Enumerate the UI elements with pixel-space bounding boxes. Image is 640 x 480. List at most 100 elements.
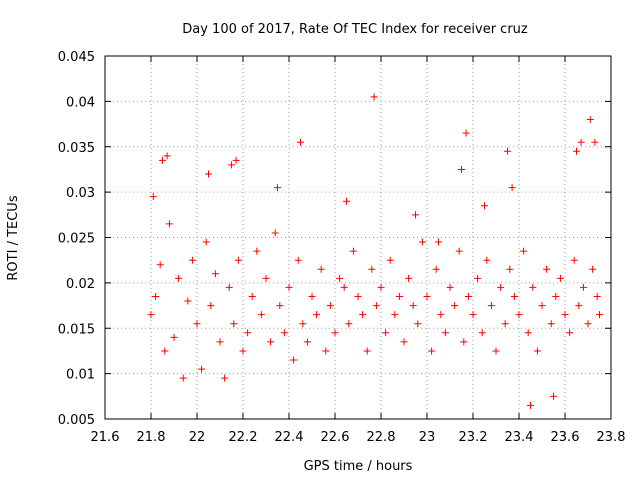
data-point [418, 238, 426, 246]
data-point [492, 347, 500, 355]
x-tick-label: 23 [419, 430, 436, 445]
data-point [276, 302, 284, 310]
data-point [441, 329, 449, 337]
data-point [253, 247, 261, 255]
data-point [207, 302, 215, 310]
data-point [290, 356, 298, 364]
data-point [510, 292, 518, 300]
data-point [483, 256, 491, 264]
y-tick-label: 0.04 [66, 95, 95, 110]
data-point [184, 297, 192, 305]
data-point [179, 374, 187, 382]
x-tick-label: 22.8 [367, 430, 396, 445]
data-point [248, 292, 256, 300]
data-point [455, 247, 463, 255]
data-point [437, 311, 445, 319]
data-point [322, 347, 330, 355]
data-point [198, 365, 206, 373]
data-point [377, 283, 385, 291]
data-point [432, 265, 440, 273]
data-point [294, 256, 302, 264]
data-point [529, 283, 537, 291]
data-point [368, 265, 376, 273]
data-point [221, 374, 229, 382]
data-point [152, 292, 160, 300]
data-point [460, 338, 468, 346]
y-tick-label: 0.035 [58, 141, 95, 156]
data-point [524, 329, 532, 337]
data-point [481, 202, 488, 210]
data-point [508, 184, 516, 192]
data-point [188, 256, 196, 264]
x-axis-label: GPS time / hours [304, 459, 413, 474]
data-point [161, 347, 169, 355]
data-point [487, 302, 495, 310]
data-point [533, 347, 541, 355]
data-point [363, 347, 371, 355]
data-point [372, 302, 380, 310]
data-point [230, 320, 238, 328]
data-point [478, 329, 486, 337]
data-point [205, 170, 212, 178]
data-point [497, 283, 505, 291]
data-point [556, 274, 564, 282]
data-point [501, 320, 509, 328]
axis-ticks: 21.6 21.8 22 22.2 22.4 22.6 22.8 23 23.2 23.4 23.6… [58, 50, 626, 445]
data-point [423, 292, 431, 300]
data-point [550, 392, 557, 400]
data-point [435, 238, 442, 246]
data-point [271, 229, 279, 237]
data-point [547, 320, 555, 328]
data-point [359, 311, 367, 319]
data-point [570, 256, 578, 264]
data-point [354, 292, 362, 300]
data-point [280, 329, 288, 337]
data-point [159, 156, 166, 164]
data-point [382, 329, 390, 337]
x-tick-label: 22.4 [275, 430, 304, 445]
data-point [232, 156, 240, 164]
x-tick-label: 21.6 [91, 430, 120, 445]
y-tick-label: 0.02 [66, 277, 95, 292]
data-point [474, 274, 482, 282]
data-point [395, 292, 403, 300]
data-point [506, 265, 514, 273]
data-point [163, 152, 171, 160]
data-point [170, 333, 178, 341]
y-tick-label: 0.045 [58, 50, 95, 65]
data-point [591, 138, 599, 146]
data-point [285, 283, 293, 291]
data-point [409, 302, 417, 310]
y-tick-label: 0.03 [66, 186, 95, 201]
data-point [165, 220, 173, 228]
plot-frame [104, 55, 612, 420]
data-point [515, 311, 523, 319]
data-point [234, 256, 242, 264]
data-point [274, 184, 281, 192]
y-tick-label: 0.005 [58, 413, 95, 428]
data-point [584, 320, 592, 328]
data-point [317, 265, 325, 273]
data-point [520, 247, 528, 255]
data-point [573, 147, 580, 155]
data-point [228, 161, 235, 169]
data-points [147, 93, 603, 409]
data-point [589, 265, 597, 273]
data-point [566, 329, 574, 337]
data-point [579, 283, 587, 291]
y-tick-label: 0.025 [58, 232, 95, 247]
data-point [202, 238, 210, 246]
data-point [297, 138, 304, 146]
data-point [303, 338, 311, 346]
data-point [405, 274, 413, 282]
data-point [326, 302, 334, 310]
data-point [414, 320, 422, 328]
x-tick-label: 21.8 [137, 430, 166, 445]
data-point [299, 320, 307, 328]
data-point [400, 338, 408, 346]
data-point [451, 302, 459, 310]
data-point [349, 247, 357, 255]
data-point [262, 274, 270, 282]
data-point [336, 274, 344, 282]
